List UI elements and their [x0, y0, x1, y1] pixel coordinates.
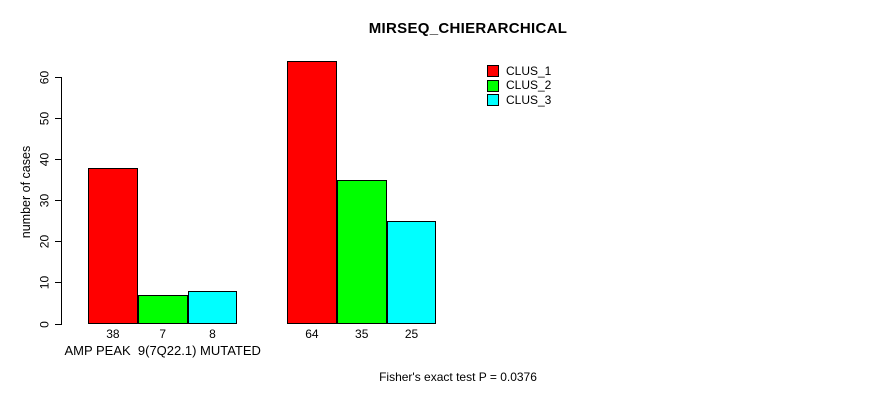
fisher-test-annotation: Fisher's exact test P = 0.0376 — [379, 370, 537, 384]
y-axis-tick-label: 30 — [37, 194, 52, 208]
y-axis-title: number of cases — [19, 145, 33, 239]
y-axis-tick-label: 60 — [37, 70, 52, 85]
y-axis-line — [61, 78, 62, 325]
y-axis-tick — [55, 200, 62, 202]
legend-color-swatch — [487, 79, 499, 92]
bar-clus_2-group-1 — [137, 295, 188, 324]
legend-item-clus_1: CLUS_1 — [487, 64, 551, 79]
y-axis-tick — [55, 282, 62, 284]
bar-clus_3-group-1 — [187, 291, 238, 324]
bar-value-label: 38 — [106, 327, 120, 341]
legend-item-clus_2: CLUS_2 — [487, 79, 551, 94]
y-axis-tick-label: 40 — [37, 152, 52, 167]
y-axis-tick-label: 0 — [37, 320, 52, 328]
legend-item-clus_3: CLUS_3 — [487, 93, 551, 108]
bar-value-label: 35 — [355, 327, 369, 341]
y-axis-tick — [55, 76, 62, 78]
y-axis-tick — [55, 241, 62, 243]
bar-value-label: 64 — [305, 327, 319, 341]
bar-clus_1-group-1 — [88, 167, 138, 324]
legend-color-swatch — [487, 65, 499, 78]
legend-color-swatch — [487, 94, 499, 107]
y-axis-tick-label: 20 — [37, 235, 52, 249]
legend-label: CLUS_2 — [506, 78, 552, 93]
bar-value-label: 7 — [159, 327, 167, 341]
bar-clus_1-group-2 — [287, 60, 337, 324]
legend-label: CLUS_1 — [506, 63, 552, 78]
bar-clus_2-group-2 — [336, 180, 387, 324]
y-axis-tick — [55, 118, 62, 119]
bar-value-label: 25 — [404, 327, 419, 341]
bar-clus_3-group-2 — [386, 221, 437, 324]
legend-label: CLUS_3 — [506, 92, 552, 107]
x-category-label: AMP PEAK 9(7Q22.1) MUTATED — [64, 343, 261, 358]
chart-title: MIRSEQ_CHIERARCHICAL — [368, 20, 568, 37]
legend: CLUS_1 CLUS_2 CLUS_3 — [487, 64, 551, 108]
y-axis-tick — [55, 323, 62, 325]
y-axis-tick-label: 50 — [37, 111, 52, 126]
y-axis-tick — [55, 159, 62, 161]
bar-value-label: 8 — [209, 327, 216, 341]
y-axis-tick-label: 10 — [37, 276, 52, 290]
